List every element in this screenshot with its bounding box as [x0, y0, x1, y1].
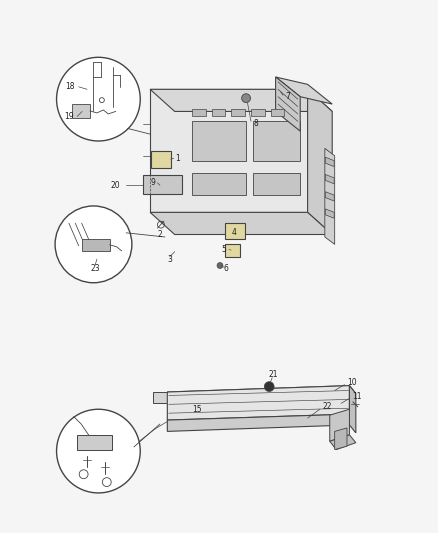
Polygon shape [167, 414, 350, 431]
Polygon shape [325, 148, 335, 244]
Polygon shape [325, 157, 334, 167]
Polygon shape [150, 90, 332, 111]
Text: 8: 8 [254, 119, 258, 128]
Bar [231, 109, 245, 116]
Polygon shape [276, 77, 332, 104]
Polygon shape [192, 122, 246, 160]
Polygon shape [254, 122, 300, 160]
Polygon shape [325, 174, 334, 184]
Circle shape [264, 382, 274, 392]
Circle shape [242, 94, 251, 102]
Text: 6: 6 [224, 264, 229, 273]
Polygon shape [150, 212, 332, 235]
Polygon shape [350, 385, 356, 433]
Text: 20: 20 [111, 181, 120, 190]
Polygon shape [325, 192, 334, 201]
Polygon shape [276, 77, 300, 131]
Text: 10: 10 [347, 378, 357, 386]
Text: 19: 19 [64, 112, 74, 121]
Circle shape [57, 58, 140, 141]
Text: 23: 23 [90, 264, 100, 273]
Polygon shape [143, 175, 182, 193]
Polygon shape [167, 385, 356, 400]
Text: 7: 7 [286, 92, 290, 101]
Polygon shape [151, 151, 171, 168]
Text: 11: 11 [352, 392, 362, 401]
Bar [251, 109, 265, 116]
Polygon shape [150, 90, 307, 212]
Text: 4: 4 [231, 228, 236, 237]
Bar [271, 109, 284, 116]
Polygon shape [335, 428, 347, 450]
Text: 22: 22 [322, 402, 332, 411]
Polygon shape [77, 435, 112, 450]
Polygon shape [254, 173, 300, 195]
Circle shape [55, 206, 132, 282]
Polygon shape [225, 223, 244, 239]
Polygon shape [225, 244, 240, 257]
Text: 15: 15 [192, 405, 201, 414]
Polygon shape [307, 90, 332, 235]
Text: 18: 18 [66, 82, 75, 91]
Polygon shape [167, 385, 350, 420]
Bar [192, 109, 206, 116]
Polygon shape [330, 435, 356, 450]
Text: 21: 21 [268, 370, 278, 379]
Text: 5: 5 [222, 245, 226, 254]
Text: 3: 3 [167, 255, 172, 264]
Circle shape [217, 263, 223, 269]
Polygon shape [152, 392, 177, 429]
Bar [212, 109, 226, 116]
Text: 2: 2 [158, 230, 162, 239]
Polygon shape [192, 173, 246, 195]
Polygon shape [72, 104, 90, 118]
Polygon shape [82, 239, 110, 251]
Polygon shape [330, 409, 350, 441]
Polygon shape [325, 209, 334, 218]
Text: 9: 9 [150, 179, 155, 187]
Text: 1: 1 [175, 154, 180, 163]
Circle shape [57, 409, 140, 493]
